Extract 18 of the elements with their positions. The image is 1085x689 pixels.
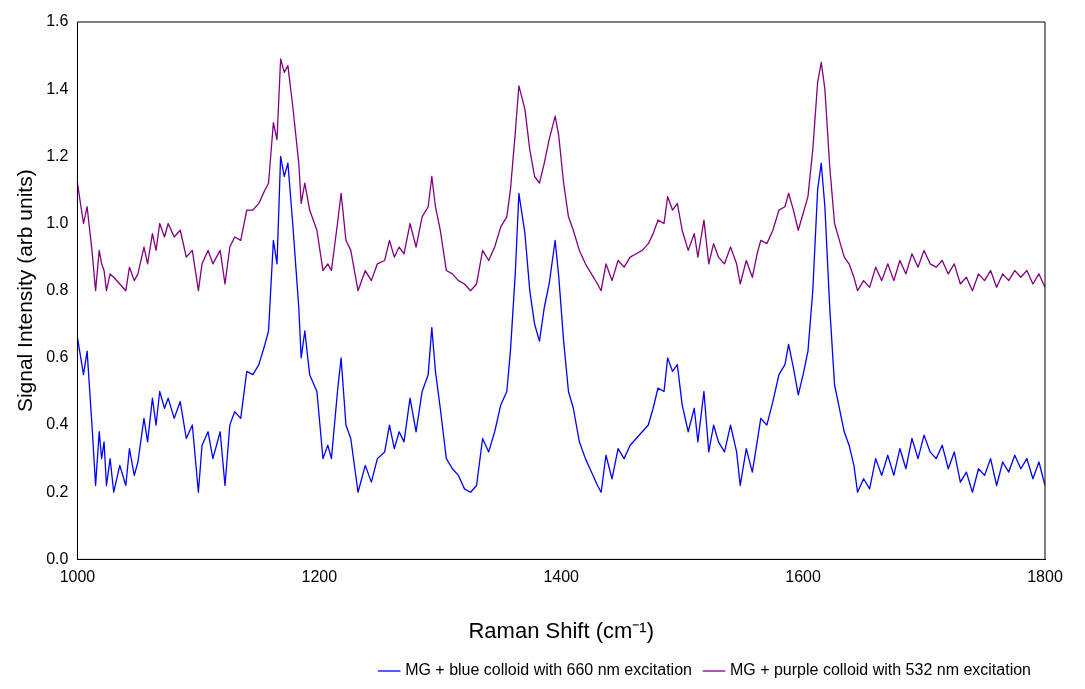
y-axis-title: Signal Intensity (arb units) xyxy=(13,169,37,413)
y-tick-label: 0.2 xyxy=(46,482,69,500)
x-tick-label: 1800 xyxy=(1027,568,1063,586)
y-tick-label: 1.0 xyxy=(46,213,69,231)
y-tick-label: 0.4 xyxy=(46,415,69,433)
y-tick-label: 0.6 xyxy=(46,348,69,366)
x-tick-label: 1000 xyxy=(59,568,96,586)
x-tick-label: 1600 xyxy=(785,568,822,586)
y-tick-label: 1.2 xyxy=(46,146,69,164)
x-tick-label: 1200 xyxy=(301,568,338,586)
y-tick-label: 1.6 xyxy=(46,12,69,30)
legend-label: MG + purple colloid with 532 nm excitation xyxy=(729,661,1032,679)
y-tick-label: 0.8 xyxy=(46,281,69,299)
legend-label: MG + blue colloid with 660 nm excitation xyxy=(405,661,692,679)
y-tick-label: 0.0 xyxy=(46,549,69,567)
x-tick-label: 1400 xyxy=(543,568,580,586)
x-axis-title: Raman Shift (cm⁻¹) xyxy=(468,617,654,643)
y-tick-label: 1.4 xyxy=(46,79,69,97)
